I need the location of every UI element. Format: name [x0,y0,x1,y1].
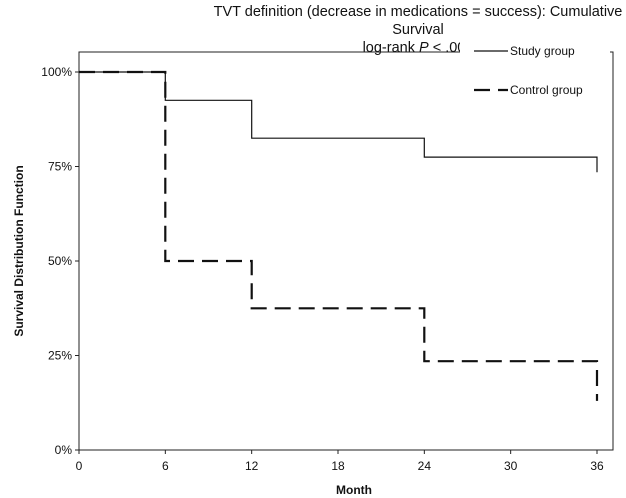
x-axis-ticks: 0 6 12 18 24 30 36 [76,450,604,473]
legend-label: Study group [510,44,575,58]
y-axis-title: Survival Distribution Function [12,165,26,336]
legend-background [460,38,610,104]
y-tick-label: 50% [48,254,72,268]
subtitle-italic: P [419,40,429,56]
x-tick-label: 0 [76,459,83,473]
y-tick-label: 75% [48,160,72,174]
y-tick-label: 100% [41,65,72,79]
y-tick-label: 0% [55,443,73,457]
x-tick-label: 12 [245,459,259,473]
y-tick-label: 25% [48,349,72,363]
legend-label: Control group [510,83,583,97]
x-tick-label: 36 [590,459,604,473]
y-axis-ticks: 0% 25% 50% 75% 100% [41,65,79,457]
x-tick-label: 6 [162,459,169,473]
study-group-line [79,71,598,173]
chart-title: TVT definition (decrease in medications … [213,4,623,38]
legend: Study group Control group [474,44,583,97]
x-tick-label: 24 [418,459,432,473]
plot-frame [78,51,614,451]
series-group [79,70,599,401]
x-tick-label: 18 [331,459,345,473]
x-axis-title: Month [336,483,372,497]
x-tick-label: 30 [504,459,518,473]
control-group-line [79,70,599,401]
